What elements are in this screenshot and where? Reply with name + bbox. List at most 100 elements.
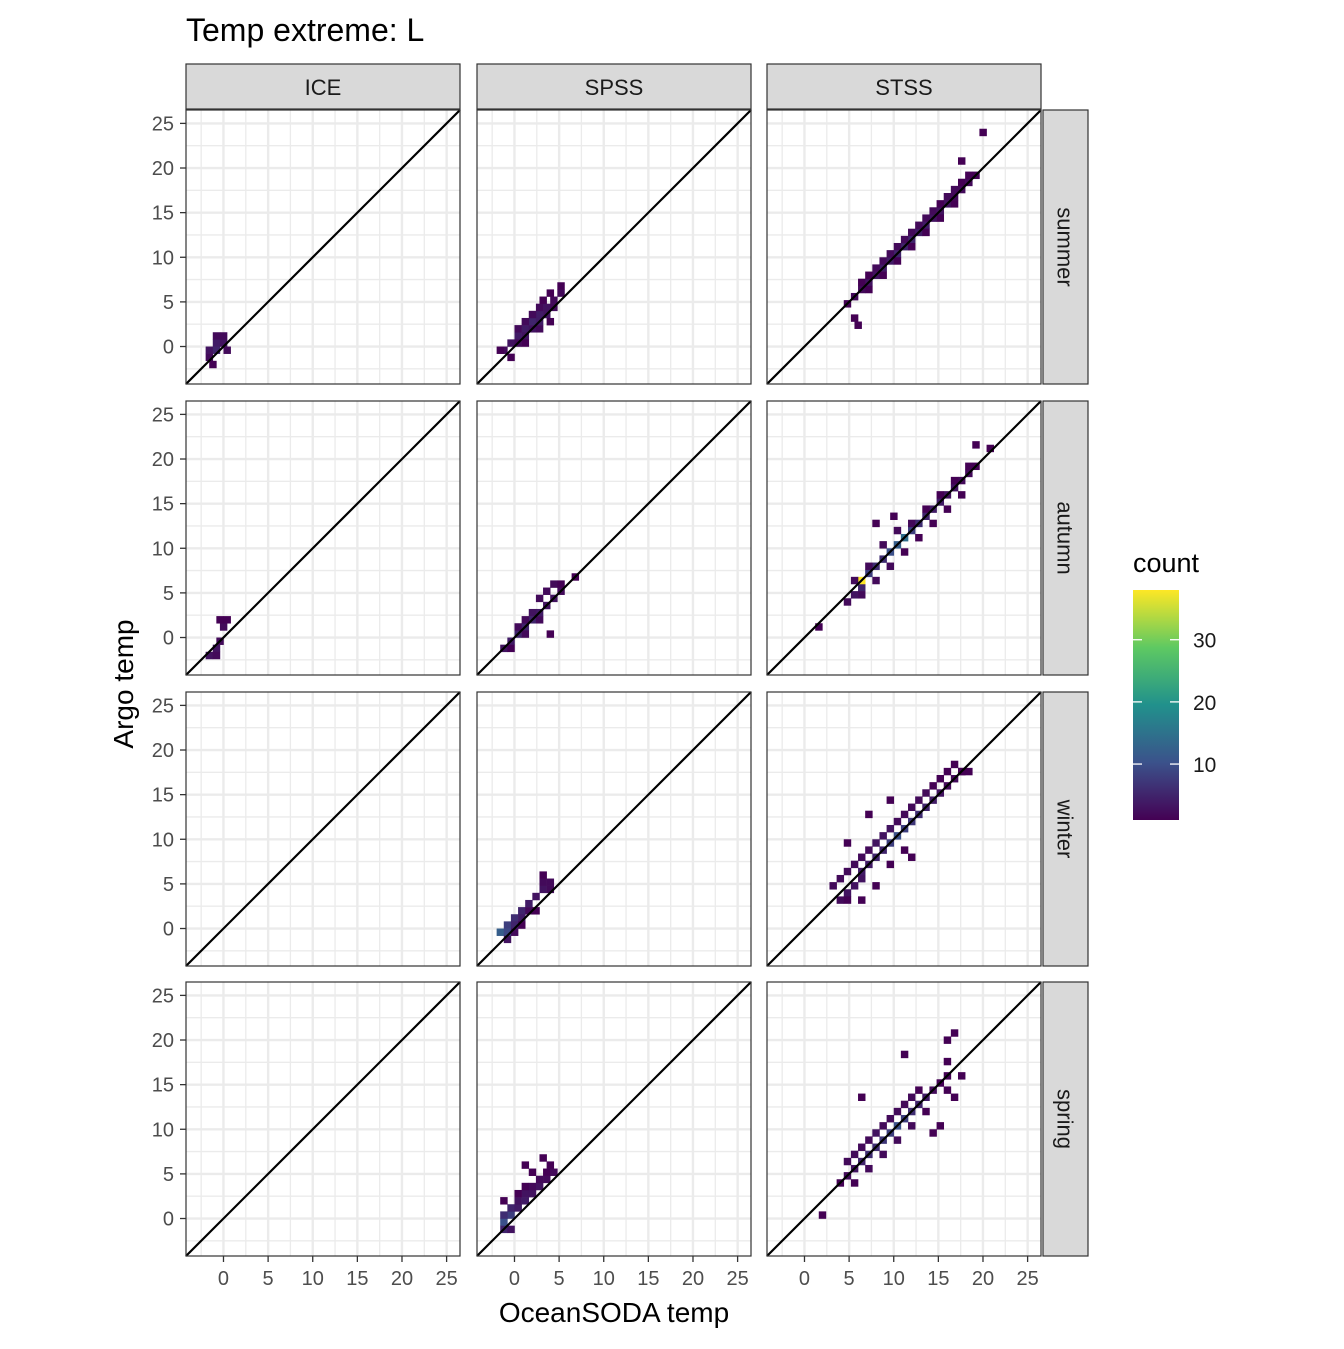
heatmap-cell: [886, 562, 895, 570]
heatmap-cell: [535, 594, 544, 603]
heatmap-cell: [929, 519, 937, 528]
heatmap-cell: [528, 1182, 537, 1191]
panel-border: [766, 691, 1042, 967]
panel-border: [766, 981, 1042, 1257]
heatmap-cell: [528, 1168, 537, 1176]
heatmap-cell: [936, 491, 945, 499]
heatmap-cell: [843, 896, 852, 904]
y-tick-label: 20: [152, 449, 174, 471]
heatmap-cell: [936, 1122, 945, 1130]
y-tick-label: 5: [163, 583, 174, 605]
x-tick-label: 20: [391, 1268, 413, 1290]
y-tick-label: 10: [152, 247, 174, 269]
heatmap-cell: [879, 271, 887, 279]
heatmap-cell: [543, 1175, 551, 1184]
y-tick-label: 25: [152, 113, 174, 135]
heatmap-cell: [950, 1093, 959, 1102]
heatmap-cell: [965, 462, 973, 471]
heatmap-cell: [929, 207, 937, 215]
panel-ice-winter: 0 5 10 15 20 25: [152, 691, 461, 967]
heatmap-cell: [212, 346, 221, 354]
heatmap-cell: [550, 1168, 558, 1176]
row-strip-label: winter: [1053, 799, 1078, 859]
heatmap-cell: [535, 616, 544, 624]
heatmap-cell: [858, 1093, 866, 1102]
y-tick-label: 0: [163, 1209, 174, 1231]
column-strip-label: ICE: [305, 75, 342, 100]
heatmap-cell: [957, 157, 966, 165]
heatmap-cell: [510, 928, 519, 936]
heatmap-cell: [546, 878, 555, 886]
heatmap-cell: [854, 321, 862, 329]
heatmap-cell: [872, 519, 880, 528]
heatmap-cell: [879, 1150, 887, 1159]
x-tick-label: 5: [263, 1268, 274, 1290]
panel-border: [185, 109, 461, 385]
heatmap-cell: [518, 914, 526, 922]
heatmap-cell: [557, 580, 565, 588]
column-strip: [185, 63, 461, 110]
heatmap-cell: [900, 846, 909, 854]
heatmap-cell: [943, 1036, 952, 1044]
heatmap-cell: [836, 896, 845, 904]
heatmap-cell: [500, 1211, 508, 1219]
heatmap-cell: [212, 651, 221, 660]
heatmap-cell: [922, 1107, 930, 1116]
panel-ice-autumn: 0 5 10 15 20 25: [152, 400, 461, 676]
heatmap-cell: [843, 867, 852, 876]
heatmap-cell: [850, 591, 859, 599]
heatmap-cell: [872, 264, 880, 272]
heatmap-cell: [843, 1157, 852, 1166]
heatmap-cell: [557, 282, 565, 290]
heatmap-cell: [223, 616, 231, 624]
heatmap-cell: [535, 325, 544, 333]
heatmap-cell: [539, 296, 547, 304]
legend-title: count: [1133, 548, 1200, 578]
heatmap-cell: [850, 314, 859, 322]
heatmap-cell: [514, 1197, 522, 1205]
reference-line: [185, 400, 461, 676]
heatmap-cell: [521, 630, 530, 638]
heatmap-cell: [843, 839, 852, 847]
heatmap-cell: [219, 623, 228, 631]
y-tick-label: 25: [152, 404, 174, 426]
y-tick-label: 15: [152, 203, 174, 225]
chart-title: Temp extreme: L: [186, 12, 424, 48]
heatmap-cell: [850, 1150, 859, 1159]
heatmap-cell: [965, 767, 973, 776]
reference-line: [185, 691, 461, 967]
heatmap-cell: [872, 882, 880, 890]
panel-border: [476, 400, 752, 676]
heatmap-cell: [950, 760, 959, 769]
heatmap-cell: [514, 325, 522, 333]
reference-line: [766, 981, 1042, 1257]
legend-ticks: 10 20 30: [1133, 630, 1216, 777]
heatmap-cell: [514, 1189, 522, 1198]
x-tick-label: 25: [1016, 1268, 1038, 1290]
heatmap-cell: [550, 296, 558, 304]
panel-spss-winter: [476, 691, 752, 967]
heatmap-cell: [528, 317, 537, 326]
column-strip-label: SPSS: [585, 75, 644, 100]
heatmap-cell: [507, 1204, 515, 1212]
heatmap-cell: [879, 832, 887, 840]
color-legend: count 10 20 30: [1133, 548, 1216, 820]
heatmap-cell: [865, 846, 873, 854]
heatmap-cell: [503, 921, 512, 929]
heatmap-cell: [205, 651, 214, 660]
panel-border: [766, 109, 1042, 385]
heatmap-cell: [979, 128, 987, 137]
heatmap-cell: [219, 332, 228, 340]
y-tick-label: 15: [152, 785, 174, 807]
heatmap-cell: [950, 185, 959, 194]
heatmap-cell: [986, 444, 994, 453]
heatmap-cell: [518, 907, 526, 915]
heatmap-cell: [500, 1197, 508, 1205]
heatmap-cell: [521, 616, 530, 624]
heatmap-cell: [893, 1107, 902, 1116]
heatmap-cell: [908, 853, 916, 861]
row-strip-label: spring: [1053, 1089, 1078, 1149]
facet-grid: ICE SPSS STSS summer autumn winter spring 0 5 10 1…: [152, 63, 1089, 1290]
heatmap-cell: [850, 860, 859, 869]
heatmap-cell: [205, 346, 214, 354]
